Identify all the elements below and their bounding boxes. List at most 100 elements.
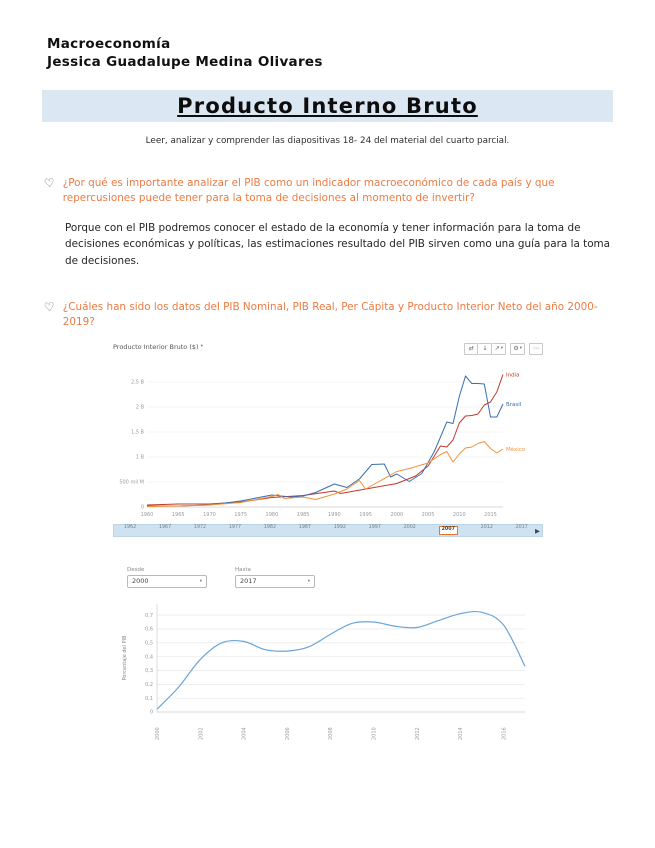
- x-tick-label: 1985: [297, 512, 310, 518]
- series-line: [146, 440, 504, 507]
- download-button[interactable]: ↓: [478, 342, 493, 355]
- heart-icon: ♡: [43, 174, 56, 191]
- x-tick-label: 2008: [328, 727, 334, 740]
- y-tick-label: 2,5 B: [131, 380, 145, 386]
- timeline-selected-year[interactable]: 2007: [438, 526, 458, 535]
- timeline-year: 1977: [228, 525, 242, 531]
- x-tick-label: 2002: [198, 727, 204, 740]
- to-select[interactable]: 2017 ▾: [235, 574, 315, 588]
- x-tick-label: 2005: [422, 512, 435, 518]
- pct-line-chart: 0 0,1 0,2 0,3 0,4 0,5 0,6 0,7 2000 2002 2004 2006 20…: [122, 603, 526, 740]
- x-tick-label: 2000: [155, 727, 161, 740]
- title-banner: Producto Interno Bruto: [42, 89, 613, 122]
- series-label: México: [506, 446, 526, 453]
- question-block-2: ♡ ¿Cuáles han sido los datos del PIB Nom…: [43, 299, 615, 331]
- x-tick-label: 2004: [242, 727, 248, 740]
- timeline-year: 1987: [298, 525, 311, 531]
- x-tick-label: 2000: [390, 512, 403, 518]
- heart-icon: ♡: [43, 299, 56, 315]
- compare-arrows-icon: ⇄: [468, 345, 474, 353]
- series-line: [147, 375, 504, 507]
- gdp-chart-header: Producto Interior Bruto ($) ▾ ⇄ ↓ ↗ ▾ ⚙ ▾ …: [113, 342, 543, 359]
- timeline-year: 2017: [515, 525, 528, 531]
- x-tick-label: 2014: [458, 727, 464, 740]
- gdp-chart-title-text: Producto Interior Bruto ($): [113, 342, 199, 351]
- chart-toolbar: ⇄ ↓ ↗ ▾ ⚙ ▾ ⋯: [464, 342, 543, 355]
- x-tick-label: 1980: [266, 512, 279, 518]
- from-control: Desde 2000 ▾: [127, 567, 207, 588]
- y-tick-label: 0,2: [145, 682, 153, 688]
- x-tick-label: 2010: [453, 512, 466, 518]
- x-tick-label: 2012: [415, 727, 421, 740]
- doc-header: Macroeconomía Jessica Guadalupe Medina O…: [0, 0, 655, 72]
- from-label: Desde: [127, 566, 145, 573]
- chevron-down-icon: ▾: [519, 346, 522, 352]
- chevron-down-icon: ▾: [500, 346, 503, 352]
- x-tick-label: 1960: [141, 512, 154, 518]
- x-tick-label: 2010: [371, 727, 377, 740]
- x-tick-label: 1970: [203, 512, 216, 518]
- gdp-chart-title-dropdown[interactable]: Producto Interior Bruto ($) ▾: [113, 343, 203, 351]
- play-icon[interactable]: ▶: [535, 526, 540, 535]
- timeline-year: 2012: [480, 525, 493, 531]
- x-tick-label: 2015: [484, 512, 497, 518]
- student-name: Jessica Guadalupe Medina Olivares: [47, 53, 323, 70]
- x-tick-label: 1975: [234, 512, 247, 518]
- pct-chart-figure: Desde 2000 ▾ Hasta 2017 ▾ 0 0,1 0,2 0,3 0,4 0…: [113, 567, 543, 754]
- y-tick-label: 0: [141, 505, 144, 511]
- y-tick-label: 0,3: [145, 668, 153, 674]
- chevron-down-icon: ▾: [199, 578, 202, 584]
- chevron-down-icon: ▾: [307, 578, 310, 584]
- question-1-text: ¿Por qué es importante analizar el PIB c…: [62, 176, 555, 205]
- gdp-chart-figure: Producto Interior Bruto ($) ▾ ⇄ ↓ ↗ ▾ ⚙ ▾ …: [113, 342, 543, 537]
- more-icon: ⋯: [533, 345, 539, 353]
- y-tick-label: 0,1: [145, 696, 153, 702]
- timeline-year: 2002: [403, 525, 416, 531]
- y-tick-label: 0,7: [145, 613, 153, 619]
- question-block-1: ♡ ¿Por qué es importante analizar el PIB…: [43, 174, 615, 207]
- x-tick-label: 2016: [501, 727, 507, 740]
- y-tick-label: 0,4: [145, 654, 153, 660]
- from-select-value: 2000: [132, 577, 149, 586]
- y-axis-title: Porcentaje del PIB: [122, 635, 128, 681]
- timeline-year: 1972: [193, 525, 207, 531]
- x-tick-label: 1990: [328, 512, 341, 518]
- to-select-value: 2017: [240, 577, 257, 586]
- series-label: Brasil: [506, 402, 522, 408]
- x-tick-label: 2006: [285, 727, 291, 740]
- series-line: [156, 610, 526, 710]
- question-2-text: ¿Cuáles han sido los datos del PIB Nomin…: [62, 300, 598, 329]
- x-tick-label: 1965: [172, 512, 185, 518]
- timeline-year: 1967: [158, 525, 172, 531]
- timeline-slider[interactable]: 1962 1967 1972 1977 1982 1987 1992 1997 2002 2007…: [113, 523, 543, 537]
- y-tick-label: 500 mil M: [119, 480, 144, 486]
- instructions-text: Leer, analizar y comprender las diaposit…: [145, 135, 510, 146]
- y-tick-label: 0,5: [145, 640, 153, 646]
- y-tick-label: 1 B: [136, 455, 145, 461]
- from-select[interactable]: 2000 ▾: [127, 574, 207, 588]
- course-title: Macroeconomía: [47, 36, 171, 52]
- y-tick-label: 2 B: [136, 405, 145, 411]
- to-label: Hasta: [235, 566, 251, 573]
- chevron-down-icon: ▾: [200, 344, 203, 350]
- gear-icon: ⚙: [513, 345, 519, 353]
- answer-1-text: Porque con el PIB podremos conocer el es…: [65, 221, 611, 268]
- series-line: [146, 374, 504, 506]
- timeline-year: 1982: [263, 525, 277, 531]
- to-control: Hasta 2017 ▾: [235, 567, 315, 588]
- more-button[interactable]: ⋯: [529, 342, 543, 355]
- y-tick-label: 1,5 B: [131, 430, 145, 436]
- toolbar-button-group: ⇄ ↓ ↗ ▾: [464, 342, 507, 355]
- share-icon: ↗: [494, 345, 500, 353]
- series-label: India: [506, 372, 520, 378]
- timeline-year-labels: 1962 1967 1972 1977 1982 1987 1992 1997 2002 2007…: [114, 525, 542, 535]
- share-button[interactable]: ↗ ▾: [492, 342, 507, 355]
- y-tick-label: 0: [150, 710, 153, 716]
- timeline-year: 1992: [333, 525, 346, 531]
- range-controls: Desde 2000 ▾ Hasta 2017 ▾: [127, 567, 543, 588]
- compare-arrows-button[interactable]: ⇄: [464, 342, 479, 355]
- page-title: Producto Interno Bruto: [177, 93, 478, 118]
- timeline-year: 1997: [368, 525, 381, 531]
- settings-button[interactable]: ⚙ ▾: [510, 342, 525, 355]
